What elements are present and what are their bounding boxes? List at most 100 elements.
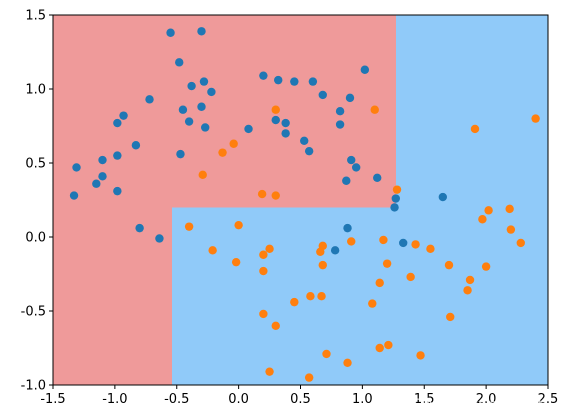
- point-class-1: [465, 275, 475, 285]
- point-class-0: [342, 176, 351, 185]
- point-class-1: [506, 225, 516, 234]
- point-class-1: [478, 215, 487, 224]
- point-class-1: [265, 244, 274, 254]
- y-tick-label: -0.5: [21, 305, 46, 320]
- point-class-0: [399, 238, 408, 248]
- point-class-0: [274, 75, 283, 85]
- point-class-1: [259, 250, 268, 259]
- point-class-0: [360, 65, 370, 74]
- region-class-1: [395, 15, 548, 208]
- point-class-1: [516, 238, 525, 248]
- point-class-0: [69, 191, 79, 200]
- x-tick-label: 0.5: [290, 392, 311, 407]
- point-class-0: [390, 203, 399, 212]
- point-class-0: [184, 117, 194, 126]
- point-class-1: [463, 286, 472, 295]
- point-class-0: [199, 77, 209, 86]
- point-class-1: [316, 247, 325, 256]
- point-class-1: [271, 105, 280, 114]
- point-class-1: [347, 237, 356, 246]
- point-class-0: [119, 111, 128, 120]
- x-tick-label: -1.0: [102, 392, 127, 407]
- y-tick-label: -1.0: [21, 379, 46, 394]
- point-class-1: [208, 246, 217, 255]
- point-class-0: [335, 120, 345, 129]
- point-class-0: [351, 163, 361, 172]
- point-class-1: [375, 343, 384, 353]
- point-class-0: [98, 172, 107, 181]
- point-class-1: [234, 220, 243, 230]
- point-class-0: [92, 179, 101, 188]
- point-class-1: [306, 292, 315, 301]
- point-class-1: [259, 266, 268, 276]
- point-class-0: [197, 102, 206, 111]
- point-class-0: [187, 81, 196, 91]
- y-tick-label: 1.5: [25, 9, 46, 24]
- point-class-0: [290, 77, 299, 86]
- point-class-0: [304, 146, 314, 156]
- point-class-0: [300, 136, 309, 145]
- point-class-1: [416, 351, 425, 360]
- point-class-1: [375, 278, 384, 288]
- point-class-0: [318, 90, 327, 100]
- point-class-1: [370, 105, 379, 114]
- point-class-0: [145, 95, 154, 104]
- point-class-1: [304, 373, 314, 382]
- point-class-0: [131, 141, 141, 150]
- point-class-1: [271, 191, 280, 200]
- point-class-0: [176, 149, 185, 159]
- point-class-1: [343, 358, 352, 367]
- x-tick-label: 2.0: [476, 392, 497, 407]
- point-class-1: [271, 321, 280, 330]
- point-class-1: [198, 170, 207, 180]
- x-tick-label: -1.5: [40, 392, 65, 407]
- point-class-1: [411, 240, 420, 249]
- point-class-0: [155, 234, 164, 243]
- point-class-0: [113, 118, 122, 128]
- point-class-1: [229, 139, 238, 148]
- point-class-0: [281, 129, 290, 138]
- point-class-1: [368, 299, 377, 308]
- point-class-0: [207, 87, 216, 97]
- point-class-0: [113, 151, 122, 160]
- point-class-1: [318, 260, 327, 270]
- point-class-1: [379, 235, 388, 245]
- point-class-1: [231, 257, 241, 267]
- point-class-1: [505, 204, 514, 214]
- point-class-0: [135, 223, 144, 233]
- point-class-1: [384, 340, 393, 350]
- point-class-0: [271, 115, 280, 125]
- point-class-0: [438, 192, 448, 202]
- point-class-0: [308, 77, 318, 86]
- point-class-1: [531, 114, 540, 123]
- point-class-0: [201, 123, 210, 132]
- point-class-1: [426, 244, 435, 254]
- point-class-1: [444, 260, 454, 270]
- point-class-0: [347, 155, 356, 165]
- x-tick-label: 0.0: [228, 392, 249, 407]
- y-tick-label: 0.0: [25, 231, 46, 246]
- x-axis: -1.5 -1.0 -0.5 0.0 0.5 1.0 1.5 2.0 2.5: [40, 385, 558, 407]
- point-class-1: [290, 297, 299, 307]
- point-class-1: [257, 189, 267, 199]
- point-class-1: [184, 222, 194, 231]
- point-class-1: [470, 124, 480, 134]
- point-class-0: [98, 155, 107, 165]
- point-class-1: [481, 262, 491, 271]
- point-class-0: [335, 107, 345, 116]
- x-tick-label: -0.5: [164, 392, 189, 407]
- point-class-0: [113, 186, 122, 196]
- point-class-0: [72, 163, 81, 172]
- decision-regions: [53, 15, 549, 385]
- x-tick-label: 2.5: [538, 392, 559, 407]
- region-class-0: [53, 207, 172, 385]
- point-class-0: [343, 223, 352, 233]
- point-class-1: [317, 292, 326, 301]
- point-class-0: [178, 105, 188, 114]
- y-axis: -1.0 -0.5 0.0 0.5 1.0 1.5: [21, 9, 53, 394]
- point-class-0: [391, 194, 400, 203]
- watermark: CSDN @Aron's hub: [391, 395, 548, 414]
- point-class-1: [392, 185, 402, 194]
- y-tick-label: 1.0: [25, 83, 46, 98]
